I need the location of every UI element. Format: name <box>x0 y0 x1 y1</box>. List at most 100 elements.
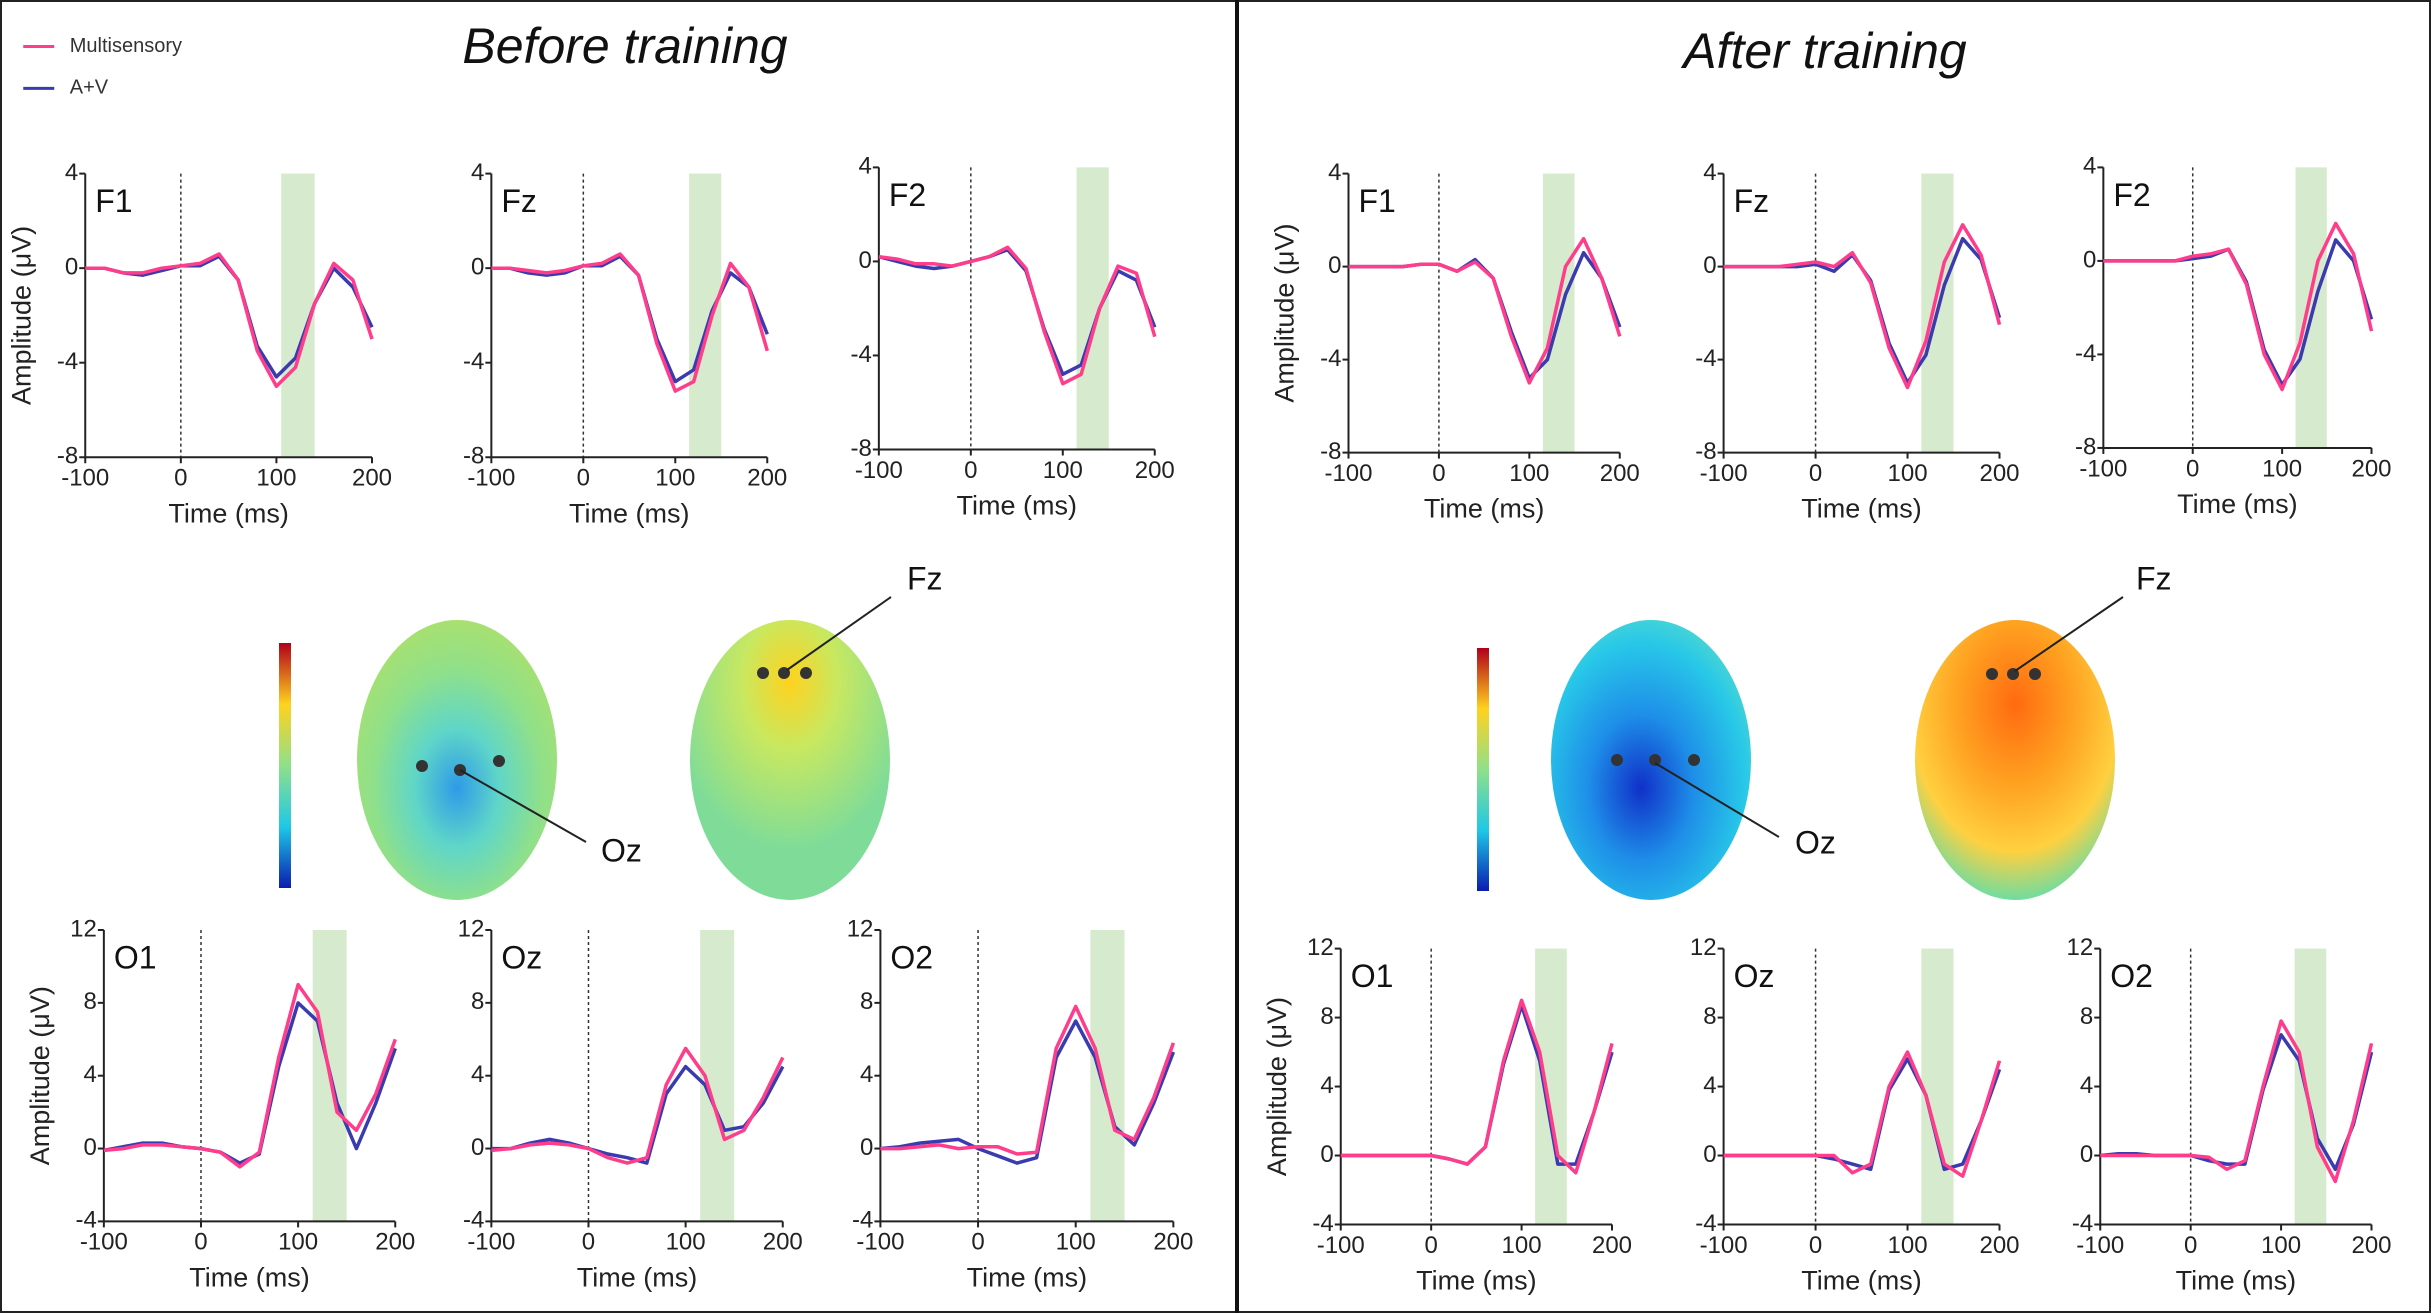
chart: -4 0 4 8 12 -100 0 100 200 O1 Time (ms) Amplitude (… <box>25 915 415 1292</box>
x-axis-label: Time (ms) <box>1801 1266 1921 1296</box>
series-line <box>880 1019 1176 1165</box>
y-tick-label: -4 <box>57 348 78 375</box>
y-tick-label: -8 <box>1320 438 1341 465</box>
x-tick-label: -100 <box>1700 1232 1748 1259</box>
y-tick-label: -4 <box>463 348 484 375</box>
x-tick-label: 0 <box>582 1229 595 1256</box>
y-tick-label: 0 <box>471 253 484 280</box>
y-tick-label: 4 <box>1703 1072 1716 1099</box>
chart: -8 -4 0 4 -100 0 100 200 F1 Time (ms) Amplitude (μ… <box>1270 159 1640 524</box>
chart: -8 -4 0 4 -100 0 100 200 F2 Time (ms) <box>851 153 1175 521</box>
x-tick-label: -100 <box>1700 460 1748 487</box>
y-tick-label: -4 <box>1695 345 1716 372</box>
y-tick-label: 8 <box>471 988 484 1015</box>
series-line <box>491 1046 785 1165</box>
chart-title: O1 <box>114 939 157 975</box>
x-axis-label: Time (ms) <box>2176 1266 2296 1296</box>
y-tick-label: 4 <box>2083 153 2096 180</box>
chart: -4 0 4 8 12 -100 0 100 200 O2 Time (ms) <box>2067 934 2392 1296</box>
y-tick-label: 8 <box>2080 1003 2093 1030</box>
x-tick-label: 0 <box>577 465 590 492</box>
y-tick-label: 8 <box>1703 1003 1716 1030</box>
colorbar <box>279 643 291 888</box>
chart-title: F1 <box>1359 183 1396 219</box>
y-tick-label: -8 <box>463 443 484 470</box>
y-axis-label: Amplitude (μV) <box>6 226 36 405</box>
series-line <box>1340 1003 1614 1166</box>
y-tick-label: 0 <box>2083 246 2096 273</box>
series-line <box>85 252 374 389</box>
x-tick-label: 100 <box>655 465 695 492</box>
x-tick-label: 200 <box>2351 455 2391 482</box>
y-tick-label: -8 <box>2075 433 2096 460</box>
x-tick-label: -100 <box>2079 455 2127 482</box>
legend-label: A+V <box>70 77 109 99</box>
x-tick-label: 200 <box>1979 460 2019 487</box>
y-axis-label: Amplitude (μV) <box>25 986 55 1165</box>
x-tick-label: 200 <box>1592 1232 1632 1259</box>
x-tick-label: 200 <box>1979 1232 2019 1259</box>
series-line <box>1723 1050 2002 1178</box>
y-tick-label: -4 <box>851 341 872 368</box>
y-tick-label: 4 <box>858 153 871 180</box>
series-line <box>880 1004 1176 1156</box>
chart-title: O2 <box>2110 958 2153 994</box>
x-axis-label: Time (ms) <box>1801 494 1921 524</box>
analysis-window <box>1090 930 1125 1222</box>
x-tick-label: 200 <box>747 465 787 492</box>
y-tick-label: 8 <box>860 988 873 1015</box>
y-tick-label: -4 <box>2075 340 2096 367</box>
x-tick-label: 100 <box>666 1229 706 1256</box>
electrode-label: Fz <box>2136 560 2172 596</box>
x-tick-label: 100 <box>278 1229 318 1256</box>
y-tick-label: -4 <box>1320 345 1341 372</box>
head <box>1915 620 2115 900</box>
panel-title: Before training <box>462 18 787 74</box>
series-line <box>103 982 397 1169</box>
y-tick-label: 4 <box>860 1061 873 1088</box>
panel-title: After training <box>1680 23 1967 79</box>
y-tick-label: 0 <box>2080 1141 2093 1168</box>
y-tick-label: -4 <box>1695 1210 1716 1237</box>
series-line <box>1723 1057 2002 1172</box>
chart-title: F1 <box>95 183 132 219</box>
y-tick-label: 0 <box>860 1134 873 1161</box>
series-line <box>491 1064 785 1165</box>
chart-title: Fz <box>1734 183 1770 219</box>
x-tick-label: -100 <box>1324 460 1372 487</box>
x-tick-label: 0 <box>2186 455 2199 482</box>
x-tick-label: 0 <box>1424 1232 1437 1259</box>
x-tick-label: 100 <box>1056 1229 1096 1256</box>
analysis-window <box>1076 167 1109 450</box>
x-tick-label: 100 <box>1888 1232 1928 1259</box>
head <box>690 620 890 900</box>
legend-label: Multisensory <box>70 35 182 57</box>
x-tick-label: 200 <box>763 1229 803 1256</box>
chart: -8 -4 0 4 -100 0 100 200 F1 Time (ms) Amplitude (μ… <box>6 159 392 528</box>
analysis-window <box>689 173 722 458</box>
series-line <box>1723 236 2002 385</box>
x-axis-label: Time (ms) <box>569 498 689 528</box>
topomaps: Fz Oz Fz Oz <box>279 560 2172 900</box>
y-tick-label: 4 <box>1328 159 1341 186</box>
chart-title: Oz <box>1734 958 1775 994</box>
y-tick-label: 4 <box>471 1061 484 1088</box>
electrode-label: Fz <box>907 560 943 596</box>
x-tick-label: 200 <box>1600 460 1640 487</box>
y-tick-label: 0 <box>65 253 78 280</box>
y-tick-label: -4 <box>1312 1210 1333 1237</box>
y-tick-label: 8 <box>1320 1003 1333 1030</box>
x-tick-label: 0 <box>1809 460 1822 487</box>
y-tick-label: 4 <box>83 1061 96 1088</box>
x-tick-label: 100 <box>1509 460 1549 487</box>
series-line <box>2103 221 2374 392</box>
x-tick-label: 200 <box>352 465 392 492</box>
chart: -4 0 4 8 12 -100 0 100 200 O1 Time (ms) Amplitude (… <box>1262 934 1632 1296</box>
y-tick-label: 12 <box>2067 934 2094 961</box>
chart: -8 -4 0 4 -100 0 100 200 Fz Time (ms) <box>463 159 787 528</box>
y-tick-label: 4 <box>471 159 484 186</box>
x-tick-label: -100 <box>61 465 109 492</box>
x-tick-label: 0 <box>964 457 977 484</box>
x-axis-label: Time (ms) <box>577 1263 697 1293</box>
